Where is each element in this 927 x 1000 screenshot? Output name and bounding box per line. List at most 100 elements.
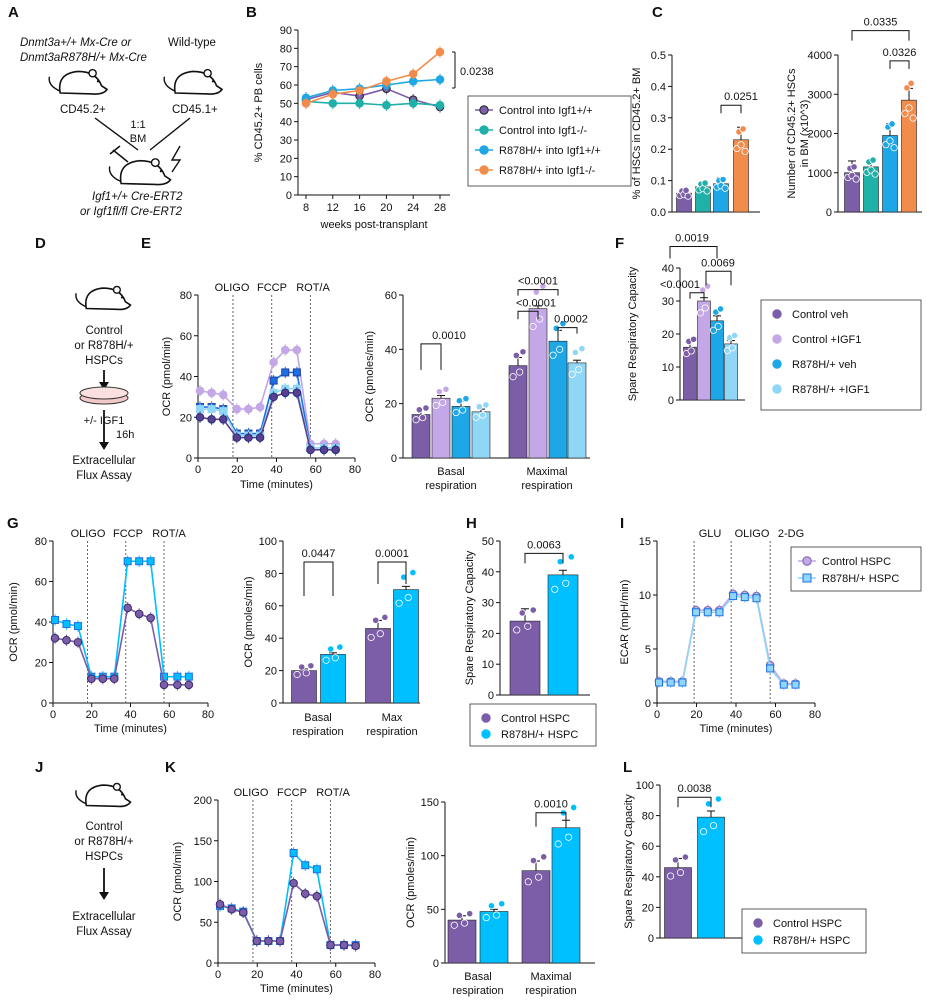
chart-k1-data-point	[351, 941, 360, 951]
chart-h-data-point	[513, 626, 521, 634]
schematic-j-mouse-ear	[112, 782, 122, 791]
chart-e2-x-label: respiration	[425, 480, 476, 492]
chart-g1-data-point	[62, 620, 71, 629]
chart-h-bar	[509, 620, 541, 696]
chart-h-y-tick-label: 10	[482, 659, 494, 671]
chart-l-legend-label: R878H/+ HSPC	[773, 935, 850, 947]
schematic-a-donor-2: Dnmt3aR878H/+ Mx-Cre	[20, 52, 147, 64]
panel-label-D: D	[35, 235, 46, 252]
panel-label-H: H	[466, 515, 477, 532]
schematic-d-label-2: or R878H/+	[74, 340, 133, 352]
chart-l-legend-marker	[753, 935, 763, 945]
chart-c1-data-point	[701, 179, 709, 187]
chart-f-legend-marker	[772, 309, 782, 319]
chart-c1-y-tick-label: 0.4	[651, 81, 666, 93]
chart-f-significance-bracket	[689, 292, 705, 299]
chart-i-x-tick-label: 40	[730, 709, 742, 721]
chart-e1-data-point	[280, 345, 290, 355]
chart-e2-data-point	[462, 395, 470, 403]
chart-k1-rota: ROT/A	[316, 787, 350, 799]
chart-g1-y-tick-label: 80	[35, 536, 47, 548]
chart-c1-y-axis-label: % of HSCs in CD45.2+ BM	[631, 68, 643, 200]
chart-e1-x-tick-label: 80	[349, 464, 361, 476]
chart-e2-data-point	[512, 351, 520, 360]
schematic-j-output-1: Extracellular	[72, 911, 135, 923]
chart-l-y-tick-label: 80	[642, 811, 654, 823]
schematic-a-donor-1: Dnmt3a+/+ Mx-Cre or	[20, 37, 132, 49]
chart-b-data-point	[355, 99, 364, 108]
chart-g2-data-point	[372, 616, 380, 624]
chart-l-data-point	[671, 856, 680, 864]
chart-b-y-tick-label: 60	[280, 80, 292, 92]
chart-e2-p-value: 0.0010	[432, 330, 466, 342]
chart-l-legend	[741, 908, 867, 954]
chart-l-legend-label: Control HSPC	[773, 918, 842, 930]
chart-g2-data-point	[298, 663, 306, 671]
chart-h-legend	[469, 703, 597, 747]
panel-label-F: F	[615, 235, 624, 252]
chart-k2-data-point	[524, 878, 532, 886]
chart-h-y-tick-label: 0	[488, 690, 494, 702]
chart-f-significance-bracket	[705, 270, 732, 286]
chart-g1-x-tick-label: 60	[163, 709, 175, 721]
chart-c1-data-point	[684, 192, 692, 200]
schematic-d-output-2: Flux Assay	[76, 470, 132, 482]
chart-b-series-line	[305, 78, 441, 99]
chart-e2-x-label: Basal	[437, 466, 465, 478]
schematic-d-mouse-eye	[120, 296, 124, 299]
chart-b-legend-marker	[479, 145, 489, 155]
chart-e1-rota: ROT/A	[296, 282, 330, 294]
chart-g2-p-value: 0.0001	[375, 548, 409, 560]
chart-e2-y-tick-label: 0	[391, 453, 397, 465]
chart-g1-data-point	[87, 674, 96, 684]
chart-e2-data-point	[452, 408, 460, 417]
schematic-a-recipient-mouse-eye	[159, 169, 163, 173]
schematic-a-cd451: CD45.1+	[172, 104, 218, 116]
schematic-d-label-3: HSPCs	[85, 355, 123, 367]
chart-b-data-point	[435, 100, 445, 110]
chart-h-legend-marker	[481, 729, 491, 739]
chart-e1-data-point	[292, 388, 302, 398]
chart-k1-data-point	[252, 936, 262, 946]
chart-e2-data-point	[419, 413, 427, 422]
chart-b-x-tick-label: 8	[303, 202, 309, 214]
chart-k2-x-label: Maximal	[531, 971, 572, 983]
chart-i-data-point	[752, 594, 761, 603]
chart-l-data-point	[676, 868, 685, 877]
chart-g2-y-tick-label: 100	[259, 536, 277, 548]
chart-c2-data-point	[850, 163, 858, 171]
chart-l-bar	[697, 816, 725, 939]
chart-k2-y-axis-label: OCR (pmoles/min)	[405, 837, 417, 928]
chart-i-data-point	[740, 593, 749, 602]
chart-i-data-point	[766, 664, 775, 673]
schematic-d-mouse-icon	[85, 287, 132, 311]
chart-g2-data-point	[331, 654, 339, 662]
chart-g1-data-point	[50, 633, 60, 643]
chart-f-data-point	[703, 282, 712, 290]
chart-g1-y-tick-label: 60	[35, 577, 47, 589]
chart-c2-y-axis-label: Number of CD45.2+ HSCs	[786, 68, 798, 198]
chart-l-data-point	[704, 800, 713, 808]
chart-i-data-point	[779, 680, 788, 689]
chart-g1-data-point	[62, 635, 71, 645]
chart-k1-series-line	[219, 851, 356, 946]
chart-k1-x-tick-label: 60	[330, 969, 342, 981]
chart-b-legend-marker	[479, 125, 489, 135]
chart-e2-data-point	[519, 348, 527, 356]
schematic-d-output-1: Extracellular	[72, 455, 135, 467]
chart-i-y-tick-label: 10	[639, 590, 651, 602]
chart-e2-data-point	[536, 315, 544, 323]
chart-e2-data-point	[556, 345, 564, 353]
chart-g2-data-point	[367, 633, 375, 642]
chart-g1-data-point	[73, 622, 82, 631]
chart-k1-y-tick-label: 150	[194, 836, 212, 848]
chart-h-data-point	[556, 558, 564, 566]
chart-f-legend-marker	[772, 359, 782, 369]
petri-dish-lid	[79, 386, 129, 400]
chart-e2-y-tick-label: 60	[385, 290, 397, 302]
chart-k1-data-point	[312, 891, 322, 901]
chart-k2-data-point	[466, 910, 474, 918]
chart-c1-y-tick-label: 0.3	[651, 113, 666, 125]
chart-e2-data-point	[532, 288, 540, 296]
schematic-a-wildtype: Wild-type	[168, 37, 216, 49]
